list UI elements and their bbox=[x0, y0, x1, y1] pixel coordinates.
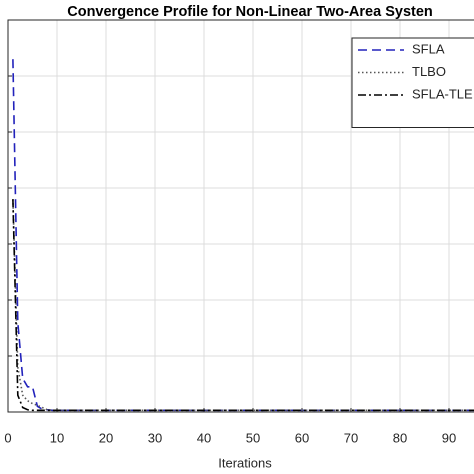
chart-title: Convergence Profile for Non-Linear Two-A… bbox=[67, 4, 433, 20]
x-tick-label: 60 bbox=[295, 430, 309, 445]
x-tick-label: 20 bbox=[99, 430, 113, 445]
x-tick-label: 0 bbox=[4, 430, 11, 445]
legend-label: SFLA bbox=[412, 41, 445, 56]
x-tick-label: 40 bbox=[197, 430, 211, 445]
x-tick-label: 50 bbox=[246, 430, 260, 445]
x-tick-label: 80 bbox=[393, 430, 407, 445]
x-tick-label: 70 bbox=[344, 430, 358, 445]
x-tick-label: 90 bbox=[442, 430, 456, 445]
x-tick-label: 30 bbox=[148, 430, 162, 445]
plot-frame bbox=[7, 19, 474, 413]
legend-box bbox=[351, 37, 474, 128]
series-line bbox=[12, 199, 474, 412]
legend-label: TLBO bbox=[412, 64, 446, 79]
x-tick-label: 10 bbox=[50, 430, 64, 445]
legend-label: SFLA-TLE bbox=[412, 86, 473, 101]
x-axis-label: Iterations bbox=[218, 455, 272, 470]
series-line bbox=[12, 199, 474, 412]
